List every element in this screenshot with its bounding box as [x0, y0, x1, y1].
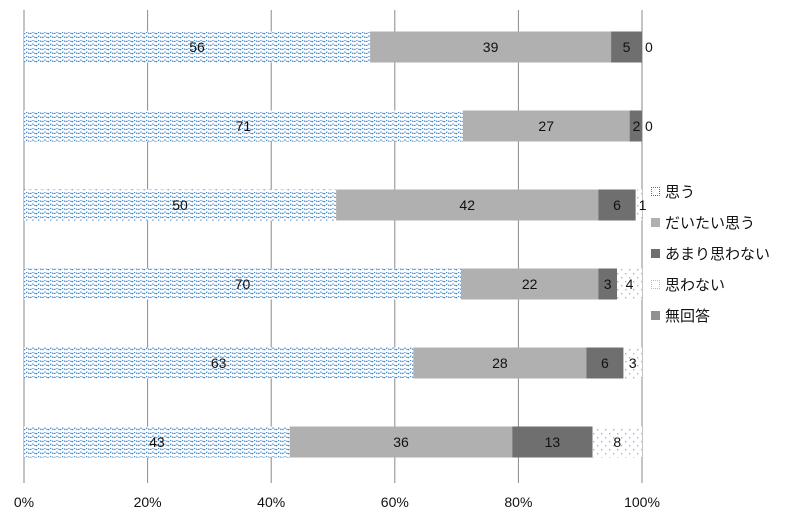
bar-omowanai	[635, 189, 642, 221]
bar-daitai-omou	[462, 110, 630, 142]
data-label: 8	[613, 434, 621, 450]
data-label: 63	[211, 355, 227, 371]
bar-omowanai	[617, 268, 642, 300]
x-axis-ticks: 0% 20% 40% 60% 80% 100%	[14, 494, 660, 510]
data-label: 70	[235, 276, 251, 292]
bar-omowanai	[592, 426, 642, 458]
legend-item-amari-omowanai: あまり思わない	[651, 238, 770, 269]
data-label: 28	[492, 355, 508, 371]
data-label: 1	[639, 197, 647, 213]
data-label: 3	[604, 276, 612, 292]
bar-daitai-omou	[336, 189, 599, 221]
legend-item-omou: 思う	[651, 176, 770, 207]
data-label: 27	[538, 118, 554, 134]
data-label: 43	[149, 434, 165, 450]
bar-amari-omowanai	[512, 426, 593, 458]
data-labels: 56 39 5 071 27 2 050 42 6 170 22 3 463 28 6 343 36 13 8	[149, 39, 653, 450]
legend-label: だいたい思う	[665, 215, 756, 232]
data-label: 71	[236, 118, 252, 134]
data-label: 39	[483, 39, 499, 55]
data-label: 50	[172, 197, 188, 213]
legend-item-daitai-omou: だいたい思う	[651, 207, 770, 238]
legend: 思う だいたい思う あまり思わない 思わない 無回答	[651, 176, 770, 331]
x-tick-label: 0%	[14, 494, 34, 510]
legend-swatch	[651, 311, 660, 320]
bar-amari-omowanai	[598, 268, 618, 300]
legend-label: あまり思わない	[665, 246, 771, 263]
bar-amari-omowanai	[629, 110, 642, 142]
data-label: 22	[522, 276, 538, 292]
data-label: 6	[613, 197, 621, 213]
data-label: 4	[626, 276, 634, 292]
bar-omou	[24, 426, 290, 458]
bar-amari-omowanai	[611, 31, 642, 63]
bar-omou	[24, 189, 337, 221]
data-label: 42	[459, 197, 475, 213]
x-tick-label: 60%	[381, 494, 409, 510]
x-tick-label: 80%	[504, 494, 532, 510]
bar-daitai-omou	[413, 347, 587, 379]
legend-label: 思う	[665, 184, 696, 201]
data-label: 36	[393, 434, 409, 450]
data-label: 3	[629, 355, 637, 371]
data-label: 56	[189, 39, 205, 55]
bar-omowanai	[623, 347, 642, 379]
x-tick-label: 100%	[624, 494, 660, 510]
bar-amari-omowanai	[598, 189, 636, 221]
data-label: 13	[545, 434, 561, 450]
data-label: 6	[601, 355, 609, 371]
bar-omou	[24, 31, 371, 63]
bar-omou	[24, 110, 463, 142]
legend-swatch	[651, 280, 660, 289]
bar-daitai-omou	[370, 31, 612, 63]
legend-swatch	[651, 249, 660, 258]
bars	[24, 31, 642, 458]
data-label: 0	[645, 118, 653, 134]
legend-item-omowanai: 思わない	[651, 269, 770, 300]
data-label: 5	[623, 39, 631, 55]
data-label: 0	[645, 39, 653, 55]
x-tick-label: 40%	[257, 494, 285, 510]
bar-omou	[24, 268, 461, 300]
legend-swatch	[651, 218, 660, 227]
x-tick-label: 20%	[134, 494, 162, 510]
legend-item-mukaito: 無回答	[651, 300, 770, 331]
legend-label: 思わない	[665, 277, 726, 294]
gridlines	[23, 10, 643, 483]
bar-amari-omowanai	[586, 347, 624, 379]
data-label: 2	[633, 118, 641, 134]
legend-label: 無回答	[665, 308, 711, 325]
bar-daitai-omou	[289, 426, 513, 458]
legend-swatch	[651, 187, 660, 196]
bar-omou	[24, 347, 414, 379]
bar-daitai-omou	[460, 268, 599, 300]
